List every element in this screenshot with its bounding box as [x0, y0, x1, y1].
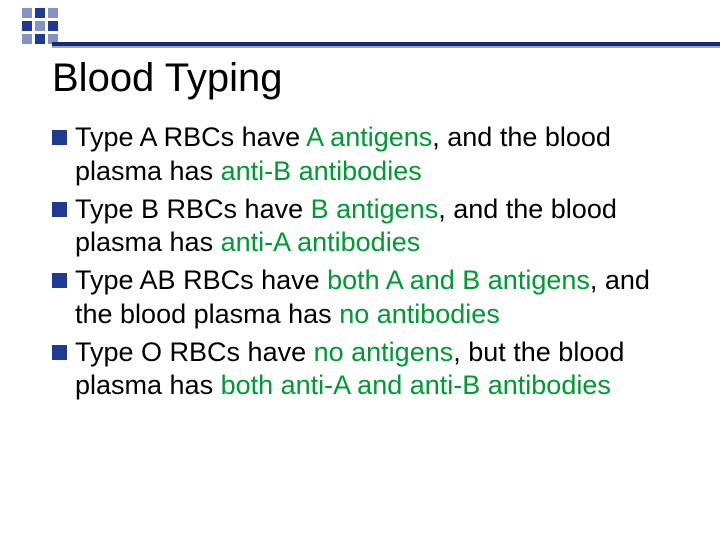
corner-squares-icon	[22, 8, 58, 44]
bullet-list: Type A RBCs have A antigens, and the blo…	[52, 121, 690, 403]
divider-line-light	[52, 46, 720, 48]
slide-content: Blood Typing Type A RBCs have A antigens…	[52, 56, 690, 407]
bullet-text: Type AB RBCs have both A and B antigens,…	[75, 264, 690, 332]
bullet-text: Type A RBCs have A antigens, and the blo…	[75, 121, 690, 189]
bullet-square-icon	[52, 273, 67, 288]
top-decoration	[0, 0, 720, 48]
slide-title: Blood Typing	[52, 56, 690, 101]
bullet-square-icon	[52, 345, 67, 360]
bullet-item: Type AB RBCs have both A and B antigens,…	[52, 264, 690, 332]
bullet-text: Type B RBCs have B antigens, and the blo…	[75, 193, 690, 261]
bullet-item: Type O RBCs have no antigens, but the bl…	[52, 336, 690, 404]
bullet-item: Type B RBCs have B antigens, and the blo…	[52, 193, 690, 261]
bullet-square-icon	[52, 130, 67, 145]
bullet-item: Type A RBCs have A antigens, and the blo…	[52, 121, 690, 189]
bullet-text: Type O RBCs have no antigens, but the bl…	[75, 336, 690, 404]
bullet-square-icon	[52, 202, 67, 217]
